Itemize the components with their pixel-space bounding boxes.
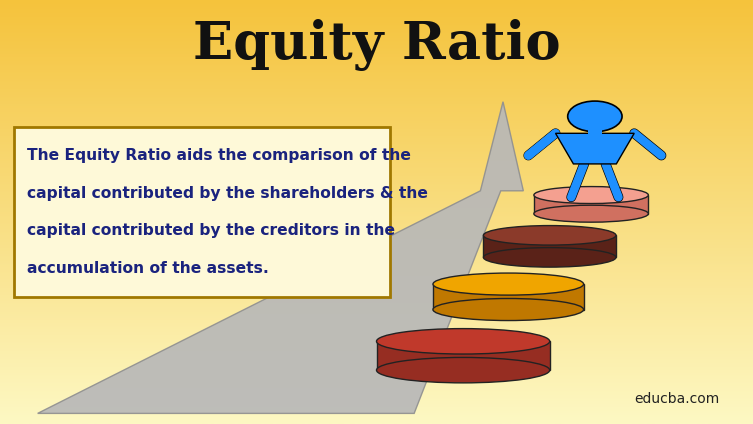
Ellipse shape bbox=[534, 187, 648, 204]
Polygon shape bbox=[38, 102, 523, 413]
Polygon shape bbox=[534, 195, 648, 214]
Ellipse shape bbox=[433, 273, 584, 295]
Polygon shape bbox=[433, 284, 584, 310]
Ellipse shape bbox=[376, 329, 550, 354]
Text: The Equity Ratio aids the comparison of the: The Equity Ratio aids the comparison of … bbox=[27, 148, 411, 163]
Ellipse shape bbox=[534, 205, 648, 222]
Text: educba.com: educba.com bbox=[634, 392, 719, 406]
Ellipse shape bbox=[433, 298, 584, 321]
Ellipse shape bbox=[376, 357, 550, 383]
Text: capital contributed by the creditors in the: capital contributed by the creditors in … bbox=[27, 223, 395, 238]
FancyBboxPatch shape bbox=[588, 126, 602, 134]
Text: capital contributed by the shareholders & the: capital contributed by the shareholders … bbox=[27, 186, 428, 201]
Circle shape bbox=[568, 101, 622, 132]
Ellipse shape bbox=[483, 226, 616, 245]
Polygon shape bbox=[556, 133, 634, 164]
FancyBboxPatch shape bbox=[14, 127, 390, 297]
Polygon shape bbox=[376, 341, 550, 370]
Ellipse shape bbox=[483, 248, 616, 267]
Polygon shape bbox=[483, 235, 616, 257]
Text: Equity Ratio: Equity Ratio bbox=[193, 19, 560, 70]
Text: accumulation of the assets.: accumulation of the assets. bbox=[27, 261, 269, 276]
